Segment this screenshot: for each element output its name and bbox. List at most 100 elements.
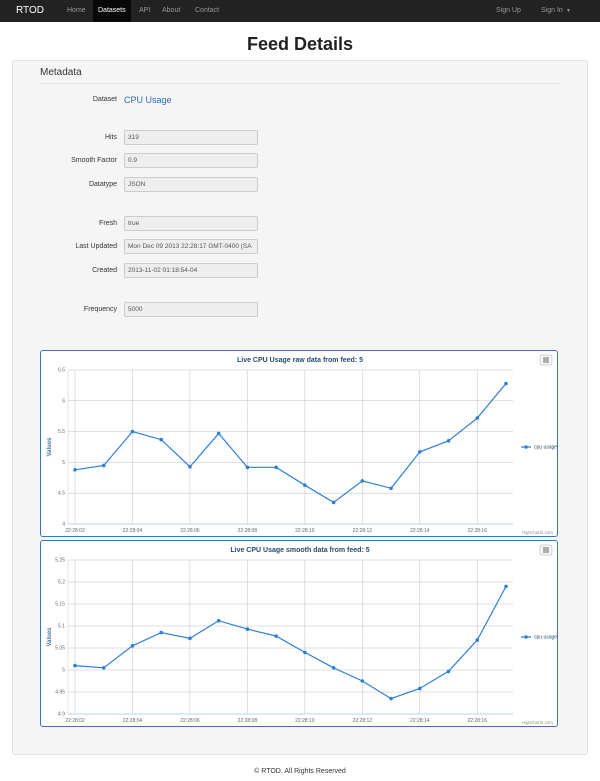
field-label: Dataset: [92, 96, 117, 103]
data-point: [101, 463, 106, 468]
data-point: [73, 663, 77, 668]
y-tick-label: 5.05: [55, 646, 65, 652]
data-point: [331, 500, 336, 505]
y-tick-label: 5.1: [58, 624, 65, 630]
caret: ▼: [566, 8, 571, 14]
nav-link[interactable]: Contact: [195, 7, 220, 14]
data-point: [389, 486, 393, 491]
field-input[interactable]: 319: [124, 130, 258, 145]
data-point: [303, 650, 307, 655]
y-tick-label: 6.5: [58, 368, 65, 374]
data-point: [446, 669, 451, 674]
credit: Highcharts.com: [522, 530, 554, 535]
data-point: [360, 479, 365, 483]
data-point: [504, 584, 508, 589]
data-point: [274, 634, 278, 638]
y-tick-label: 5.5: [58, 429, 65, 435]
nav-link[interactable]: Home: [67, 7, 86, 14]
x-tick-label: 22:28:10: [295, 528, 315, 534]
data-point: [130, 429, 135, 434]
data-point: [245, 465, 250, 470]
field-label: Smooth Factor: [71, 157, 117, 164]
data-point: [446, 439, 451, 443]
legend-label[interactable]: cpu usage: [534, 445, 557, 451]
legend-marker: [524, 635, 528, 639]
y-tick-label: 4.95: [55, 690, 65, 696]
x-tick-label: 22:28:04: [123, 718, 143, 724]
page-title: Feed Details: [246, 34, 354, 54]
field-label: Frequency: [83, 306, 117, 313]
x-tick-label: 22:28:02: [65, 718, 85, 724]
brand[interactable]: RTOD: [16, 5, 44, 16]
data-point: [73, 467, 77, 472]
field-label: Datatype: [88, 181, 117, 188]
nav-link[interactable]: About: [162, 7, 181, 14]
x-tick-label: 22:28:08: [238, 528, 258, 534]
nav-link[interactable]: Datasets: [93, 0, 131, 22]
y-tick-label: 4: [62, 522, 65, 528]
field-input[interactable]: JSON: [124, 177, 258, 192]
data-point: [216, 618, 221, 623]
y-tick-label: 4.5: [58, 491, 65, 497]
x-tick-label: 22:28:06: [180, 528, 200, 534]
field-input[interactable]: 0.9: [124, 153, 258, 168]
x-tick-label: 22:28:02: [65, 528, 85, 534]
data-point: [504, 381, 508, 386]
data-point: [475, 638, 480, 642]
legend-marker: [524, 445, 528, 449]
data-point: [475, 416, 480, 420]
data-point: [188, 636, 192, 641]
y-axis-title: Values: [47, 627, 53, 647]
field-label: Last Updated: [75, 243, 117, 250]
field-label: Fresh: [99, 220, 117, 227]
footer: © RTOD. All Rights Reserved: [254, 768, 346, 775]
data-point: [130, 644, 135, 648]
legend-label[interactable]: cpu usage: [534, 635, 557, 641]
dataset-link[interactable]: CPU Usage: [124, 95, 172, 105]
field-label: Hits: [104, 134, 117, 141]
nav-link[interactable]: Sign In: [541, 7, 563, 14]
data-point: [274, 465, 278, 470]
x-tick-label: 22:28:12: [353, 528, 373, 534]
series-line: [74, 383, 507, 504]
panel-heading: Metadata: [40, 67, 82, 78]
chart-title: Live CPU Usage raw data from feed: 5: [237, 357, 363, 364]
data-point: [188, 464, 192, 469]
data-point: [245, 627, 250, 631]
y-axis-title: Values: [47, 437, 53, 457]
y-tick-label: 5.2: [58, 580, 65, 586]
data-point: [101, 666, 106, 670]
series-line: [74, 586, 507, 700]
data-point: [303, 483, 307, 487]
x-tick-label: 22:28:16: [468, 528, 488, 534]
data-point: [360, 679, 365, 683]
divider: [40, 83, 560, 84]
nav-link[interactable]: API: [139, 7, 151, 14]
y-tick-label: 5.25: [55, 558, 65, 564]
data-point: [159, 630, 163, 635]
x-tick-label: 22:28:06: [180, 718, 200, 724]
chart-title: Live CPU Usage smooth data from feed: 5: [230, 547, 369, 554]
data-point: [331, 666, 336, 670]
y-tick-label: 6: [62, 398, 65, 404]
x-tick-label: 22:28:16: [468, 718, 488, 724]
y-tick-label: 5: [62, 668, 65, 674]
x-tick-label: 22:28:10: [295, 718, 315, 724]
data-point: [418, 450, 422, 454]
nav-link[interactable]: Sign Up: [496, 7, 521, 14]
x-tick-label: 22:28:14: [410, 718, 430, 724]
x-tick-label: 22:28:12: [353, 718, 373, 724]
chart: Live CPU Usage raw data from feed: 5 Valu…: [40, 350, 558, 537]
data-point: [216, 431, 221, 436]
field-input[interactable]: true: [124, 216, 258, 231]
x-tick-label: 22:28:08: [238, 718, 258, 724]
field-input[interactable]: 5000: [124, 302, 258, 317]
field-input[interactable]: Mon Dec 09 2013 22:28:17 GMT-0400 (SA: [124, 239, 258, 254]
y-tick-label: 5: [62, 460, 65, 466]
chart: Live CPU Usage smooth data from feed: 5 V…: [40, 540, 558, 727]
x-tick-label: 22:28:14: [410, 528, 430, 534]
field-input[interactable]: 2013-11-02 01:18:54-04: [124, 263, 258, 278]
credit: Highcharts.com: [522, 720, 554, 725]
data-point: [418, 686, 422, 691]
